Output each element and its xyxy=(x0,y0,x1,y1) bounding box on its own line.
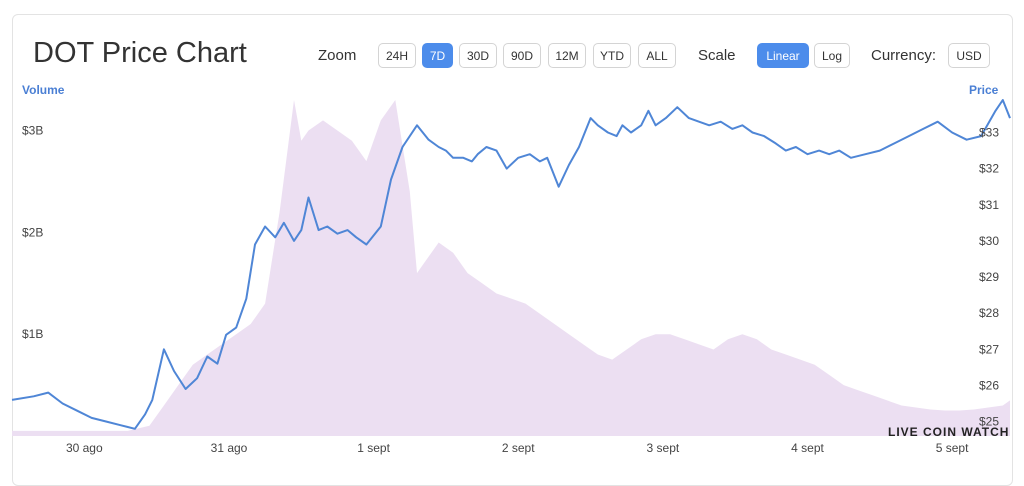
price-tick-label: $26 xyxy=(979,378,999,392)
currency-label: Currency: xyxy=(871,47,937,64)
price-axis-title: Price xyxy=(969,83,999,97)
x-tick-label: 31 ago xyxy=(211,441,248,455)
price-tick-label: $33 xyxy=(979,126,999,140)
price-volume-chart: $1B $2B $3B $25 $26 $27 $28 $29 $30 $31 $32 $33 30 a… xyxy=(11,99,1011,455)
page-title: DOT Price Chart xyxy=(33,37,247,69)
price-tick-label: $28 xyxy=(979,306,999,320)
x-tick-label: 4 sept xyxy=(791,441,824,455)
price-tick-label: $30 xyxy=(979,234,999,248)
x-tick-label: 30 ago xyxy=(66,441,103,455)
zoom-30d-button[interactable]: 30D xyxy=(459,43,497,68)
x-tick-label: 2 sept xyxy=(502,441,535,455)
price-tick-label: $29 xyxy=(979,270,999,284)
volume-tick-label: $3B xyxy=(22,124,43,138)
zoom-label: Zoom xyxy=(318,47,357,64)
price-tick-label: $25 xyxy=(979,415,999,429)
zoom-ytd-button[interactable]: YTD xyxy=(593,43,631,68)
scale-label: Scale xyxy=(698,47,736,64)
zoom-24h-button[interactable]: 24H xyxy=(378,43,416,68)
currency-select[interactable]: USD xyxy=(948,43,990,68)
scale-log-button[interactable]: Log xyxy=(814,43,850,68)
price-tick-label: $32 xyxy=(979,162,999,176)
zoom-12m-button[interactable]: 12M xyxy=(548,43,586,68)
page-background: DOT Price Chart Zoom 24H 7D 30D 90D 12M … xyxy=(11,14,1013,486)
price-line xyxy=(11,99,1011,430)
volume-tick-label: $2B xyxy=(22,225,43,239)
price-tick-label: $31 xyxy=(979,198,999,212)
volume-tick-label: $1B xyxy=(22,327,43,341)
x-tick-label: 3 sept xyxy=(647,441,680,455)
watermark-logo: LIVE COIN WATCH xyxy=(888,425,1010,439)
price-tick-label: $27 xyxy=(979,342,999,356)
zoom-90d-button[interactable]: 90D xyxy=(503,43,541,68)
zoom-7d-button[interactable]: 7D xyxy=(422,43,453,68)
volume-axis-title: Volume xyxy=(22,83,65,97)
x-tick-label: 1 sept xyxy=(357,441,390,455)
x-tick-label: 5 sept xyxy=(936,441,969,455)
volume-area xyxy=(12,100,1010,436)
zoom-all-button[interactable]: ALL xyxy=(638,43,676,68)
scale-linear-button[interactable]: Linear xyxy=(757,43,809,68)
